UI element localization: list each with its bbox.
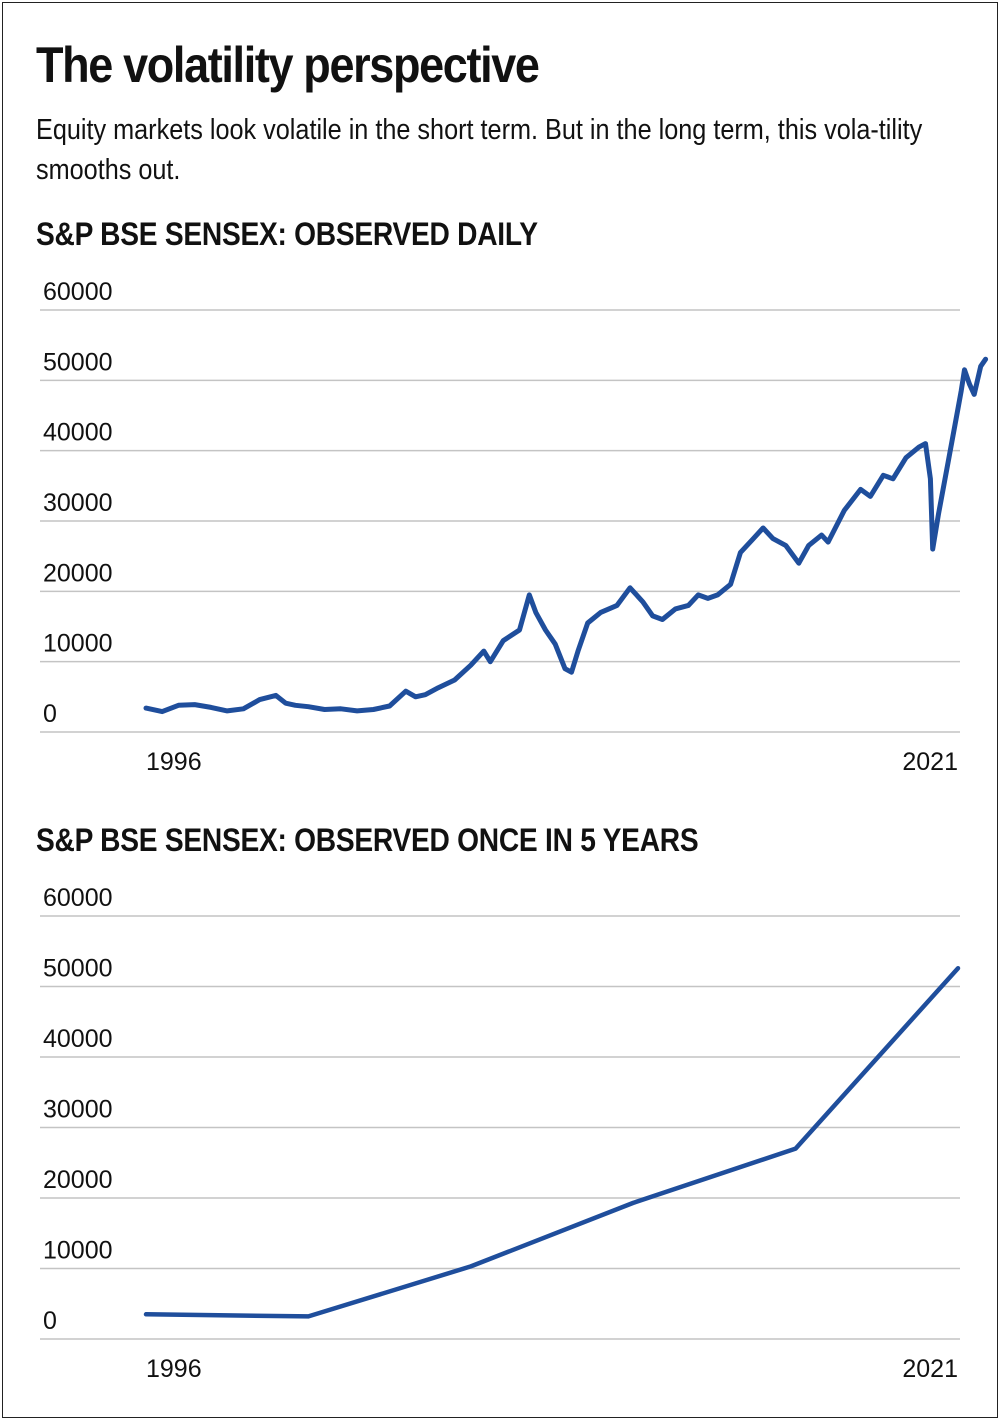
y-tick-label: 30000	[43, 489, 113, 517]
y-tick-label: 50000	[43, 348, 113, 376]
chart-five-year: 0 10000 20000 30000 40000 50000 60000 1996 2021	[40, 884, 961, 1383]
y-tick-label: 20000	[43, 559, 113, 587]
chart-title-daily: S&P BSE SENSEX: OBSERVED DAILY	[36, 216, 538, 252]
x-tick-label: 1996	[146, 1355, 202, 1383]
y-tick-label: 0	[43, 1307, 57, 1335]
y-tick-label: 30000	[43, 1096, 113, 1124]
chart-title-five-year: S&P BSE SENSEX: OBSERVED ONCE IN 5 YEARS	[36, 822, 699, 858]
y-tick-label: 40000	[43, 1025, 113, 1053]
series-line	[143, 356, 989, 715]
y-tick-label: 10000	[43, 630, 113, 658]
page-title: The volatility perspective	[36, 37, 540, 93]
x-tick-label: 2021	[902, 748, 958, 776]
y-tick-label: 40000	[43, 419, 113, 447]
x-tick-label: 1996	[146, 748, 202, 776]
y-tick-label: 10000	[43, 1237, 113, 1265]
x-tick-label: 2021	[902, 1355, 958, 1383]
page-subtitle: Equity markets look volatile in the shor…	[36, 114, 923, 186]
series-line	[143, 965, 961, 1319]
y-tick-label: 60000	[43, 884, 113, 912]
chart-daily: 0 10000 20000 30000 40000 50000 60000 1996 2021	[40, 278, 989, 776]
y-tick-label: 0	[43, 700, 57, 728]
y-tick-label: 60000	[43, 278, 113, 306]
y-tick-label: 50000	[43, 955, 113, 983]
y-tick-label: 20000	[43, 1166, 113, 1194]
